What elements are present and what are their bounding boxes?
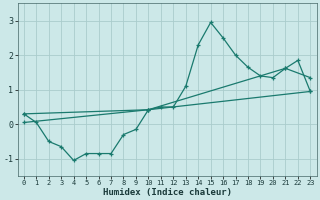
X-axis label: Humidex (Indice chaleur): Humidex (Indice chaleur) (103, 188, 232, 197)
